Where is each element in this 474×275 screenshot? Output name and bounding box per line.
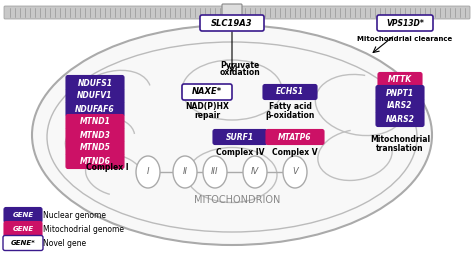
Text: Pyruvate: Pyruvate — [220, 61, 260, 70]
Text: MTND5: MTND5 — [80, 144, 110, 153]
Text: IARS2: IARS2 — [387, 101, 413, 111]
Text: IV: IV — [251, 167, 259, 177]
Ellipse shape — [203, 156, 227, 188]
Text: NAXE*: NAXE* — [192, 87, 222, 97]
Text: NAD(P)HX: NAD(P)HX — [185, 102, 229, 111]
FancyBboxPatch shape — [377, 15, 433, 31]
Text: Complex I: Complex I — [86, 163, 128, 172]
FancyBboxPatch shape — [376, 86, 424, 100]
Text: II: II — [182, 167, 188, 177]
FancyBboxPatch shape — [200, 15, 264, 31]
FancyBboxPatch shape — [376, 98, 424, 114]
Text: Fatty acid: Fatty acid — [269, 102, 311, 111]
Text: MTTK: MTTK — [388, 76, 412, 84]
FancyBboxPatch shape — [4, 6, 470, 19]
FancyBboxPatch shape — [66, 101, 124, 117]
FancyBboxPatch shape — [3, 235, 43, 251]
FancyBboxPatch shape — [266, 130, 324, 144]
Text: MTATP6: MTATP6 — [278, 133, 312, 142]
FancyBboxPatch shape — [213, 130, 267, 144]
Ellipse shape — [243, 156, 267, 188]
Text: Mitochondrial: Mitochondrial — [370, 135, 430, 144]
Text: Complex IV: Complex IV — [216, 148, 264, 157]
Text: MTND6: MTND6 — [80, 156, 110, 166]
Ellipse shape — [136, 156, 160, 188]
Text: Novel gene: Novel gene — [43, 238, 86, 248]
Text: I: I — [147, 167, 149, 177]
Text: VPS13D*: VPS13D* — [386, 18, 424, 28]
Text: MTND3: MTND3 — [80, 131, 110, 139]
FancyBboxPatch shape — [4, 221, 42, 236]
Text: NDUFS1: NDUFS1 — [78, 78, 112, 87]
Text: PNPT1: PNPT1 — [386, 89, 414, 98]
Text: GENE: GENE — [12, 226, 34, 232]
FancyBboxPatch shape — [66, 153, 124, 169]
FancyBboxPatch shape — [4, 208, 42, 222]
Text: NARS2: NARS2 — [385, 114, 414, 123]
Text: Complex V: Complex V — [272, 148, 318, 157]
FancyBboxPatch shape — [222, 4, 242, 20]
FancyBboxPatch shape — [376, 111, 424, 127]
Text: V: V — [292, 167, 298, 177]
Text: translation: translation — [376, 144, 424, 153]
FancyBboxPatch shape — [66, 141, 124, 155]
Ellipse shape — [283, 156, 307, 188]
Text: repair: repair — [194, 111, 220, 120]
FancyBboxPatch shape — [182, 84, 232, 100]
FancyBboxPatch shape — [66, 128, 124, 142]
Text: MTND1: MTND1 — [80, 117, 110, 126]
Ellipse shape — [173, 156, 197, 188]
FancyBboxPatch shape — [66, 114, 124, 130]
Text: Mitochodrial genome: Mitochodrial genome — [43, 224, 124, 233]
Text: III: III — [211, 167, 219, 177]
Text: GENE*: GENE* — [10, 240, 36, 246]
Text: SLC19A3: SLC19A3 — [211, 18, 253, 28]
Text: NDUFV1: NDUFV1 — [77, 92, 113, 100]
Text: β-oxidation: β-oxidation — [265, 111, 315, 120]
Text: Mitochondrial clearance: Mitochondrial clearance — [357, 36, 453, 42]
FancyBboxPatch shape — [378, 73, 422, 87]
Text: ECHS1: ECHS1 — [276, 87, 304, 97]
Text: oxidation: oxidation — [219, 68, 260, 77]
Text: MITOCHONDRION: MITOCHONDRION — [194, 195, 280, 205]
FancyBboxPatch shape — [66, 76, 124, 90]
FancyBboxPatch shape — [66, 89, 124, 103]
Text: NDUFAF6: NDUFAF6 — [75, 104, 115, 114]
Ellipse shape — [32, 25, 432, 245]
Text: SURF1: SURF1 — [226, 133, 254, 142]
FancyBboxPatch shape — [263, 84, 317, 100]
Text: Nuclear genome: Nuclear genome — [43, 210, 106, 219]
Text: GENE: GENE — [12, 212, 34, 218]
